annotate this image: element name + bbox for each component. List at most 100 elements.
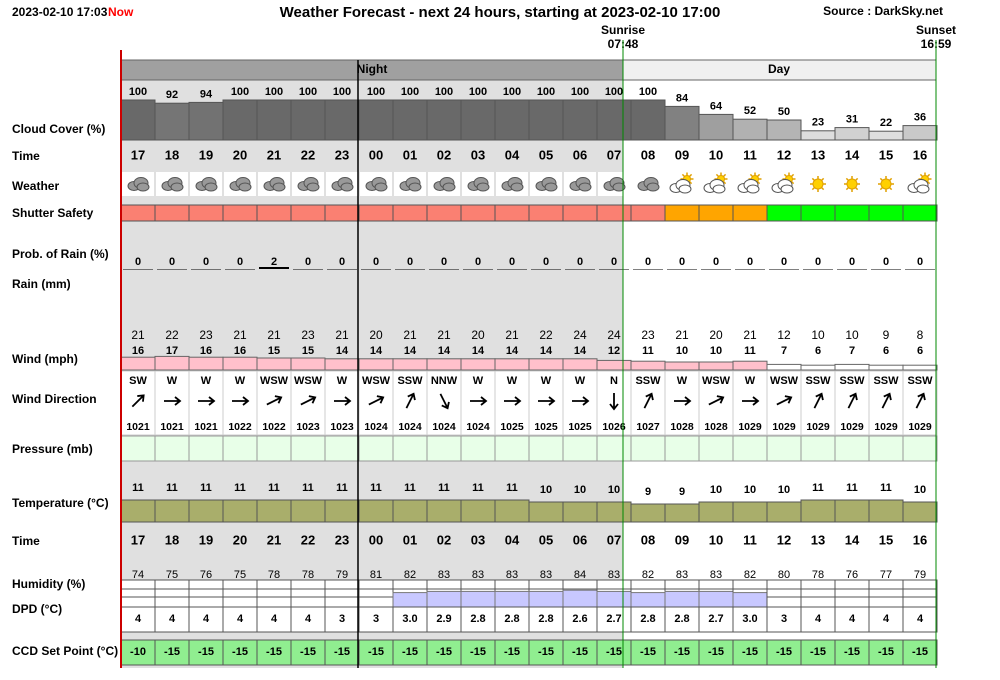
humidity-value: 80 (778, 569, 790, 581)
rain-prob-bar (735, 269, 765, 270)
rain-prob-bar (837, 269, 867, 270)
wind-bar (562, 358, 598, 371)
humidity-value: 81 (370, 569, 382, 581)
dpd-value: 4 (305, 613, 312, 625)
pressure-value: 1029 (806, 421, 830, 433)
rain-prob-bar (599, 269, 629, 270)
wind-arrow (470, 396, 488, 406)
weather-icon (272, 182, 286, 192)
shutter-cell (766, 204, 802, 222)
humidity-cell (358, 579, 394, 608)
rain-prob-bar (463, 269, 493, 270)
wind-bar (460, 358, 496, 371)
wind-gust: 21 (267, 328, 281, 342)
time-label: 14 (845, 532, 860, 547)
temperature-value: 11 (302, 482, 314, 494)
wind-dir-cell (324, 370, 360, 436)
rain-prob-bar (905, 269, 935, 270)
wind-direction: W (541, 375, 552, 387)
pressure-value: 1025 (500, 421, 524, 433)
temperature-value: 9 (645, 486, 651, 498)
rain-prob-bar (123, 269, 153, 270)
pressure-value: 1028 (670, 421, 694, 433)
weather-icon (879, 187, 883, 191)
shutter-cell (834, 204, 870, 222)
temperature-value: 11 (812, 482, 824, 494)
shutter-cell (562, 204, 598, 222)
time-label: 18 (165, 532, 179, 547)
time-label: 20 (233, 147, 247, 162)
weather-icon (855, 187, 859, 191)
now-label: Now (108, 5, 134, 19)
temperature-bar (800, 499, 836, 523)
time-label: 01 (403, 532, 417, 547)
dpd-value: 2.8 (538, 613, 553, 625)
cloud-bar (460, 99, 496, 141)
cloud-value: 100 (299, 86, 317, 98)
wind-direction: SSW (635, 375, 661, 387)
wind-direction: W (235, 375, 246, 387)
rain-prob-bar (191, 269, 221, 270)
cloud-bar (698, 113, 734, 141)
time-label: 12 (777, 532, 791, 547)
wind-speed: 14 (370, 345, 383, 357)
temperature-bar (358, 499, 394, 523)
pressure-value: 1025 (568, 421, 592, 433)
pressure-value: 1029 (840, 421, 864, 433)
wind-dir-cell (562, 370, 598, 436)
temperature-value: 11 (268, 482, 280, 494)
time-label: 11 (743, 532, 757, 547)
ccd-cell (324, 639, 360, 666)
wind-speed: 14 (574, 345, 587, 357)
dpd-cell (256, 606, 292, 633)
weather-icon (170, 182, 184, 192)
rain-prob-bar (531, 269, 561, 270)
time-label: 07 (607, 532, 621, 547)
dpd-value: 4 (815, 613, 822, 625)
humidity-cell (154, 579, 190, 608)
wind-bar (528, 358, 564, 371)
wind-bar (732, 360, 768, 371)
temperature-bar (494, 499, 530, 523)
wind-bar (154, 355, 190, 371)
cloud-value: 100 (469, 86, 487, 98)
weather-icon (821, 187, 825, 191)
cloud-value: 100 (367, 86, 385, 98)
wind-arrow (538, 396, 556, 406)
sunset-label: Sunset (916, 23, 956, 37)
pressure-value: 1021 (194, 421, 218, 433)
wind-gust: 21 (131, 328, 145, 342)
wind-bar (664, 361, 700, 371)
wind-speed: 6 (883, 345, 889, 357)
time-label: 04 (505, 532, 520, 547)
cloud-value: 92 (166, 89, 178, 101)
row-label: Time (12, 534, 40, 548)
ccd-cell (392, 639, 428, 666)
wind-arrow (439, 393, 450, 410)
ccd-cell (630, 639, 666, 666)
pressure-cell (664, 435, 700, 462)
wind-bar (868, 364, 904, 371)
pressure-value: 1024 (398, 421, 422, 433)
wind-direction: SSW (397, 375, 423, 387)
rain-prob-bar (633, 269, 663, 270)
weather-icon (889, 187, 893, 191)
temperature-bar (596, 501, 632, 523)
humidity-cell (324, 579, 360, 608)
wind-arrow (131, 394, 145, 408)
ccd-value: -15 (368, 646, 384, 658)
wind-speed: 15 (268, 345, 280, 357)
time-label: 19 (199, 147, 213, 162)
temperature-bar (256, 499, 292, 523)
weather-icon (845, 187, 849, 191)
rain-prob-value: 0 (645, 256, 651, 268)
temperature-bar (528, 501, 564, 523)
wind-arrow (881, 392, 892, 409)
weather-icon (926, 180, 931, 185)
temperature-value: 11 (846, 482, 858, 494)
humidity-value: 83 (540, 569, 552, 581)
wind-direction: W (677, 375, 688, 387)
dpd-value: 4 (883, 613, 890, 625)
pressure-cell (630, 435, 666, 462)
wind-gust: 20 (709, 328, 723, 342)
